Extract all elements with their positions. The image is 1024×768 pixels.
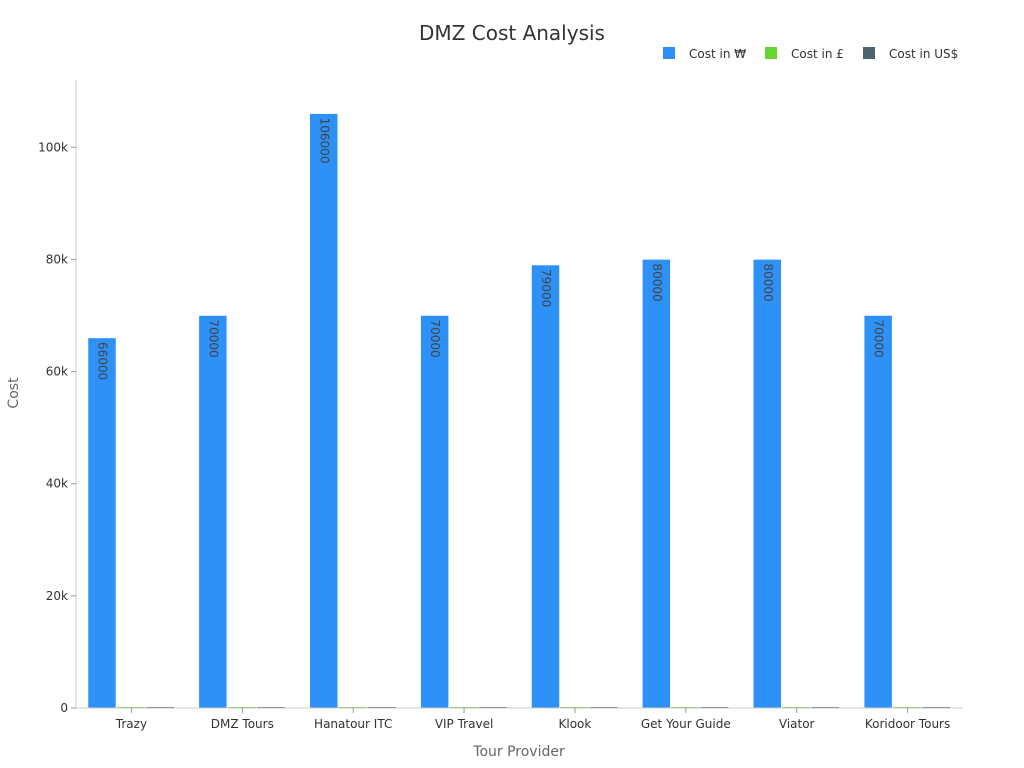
- legend-swatch: [765, 47, 777, 59]
- legend-swatch: [663, 47, 675, 59]
- x-axis-label: Tour Provider: [472, 744, 565, 760]
- bar-data-label: 106000: [317, 118, 331, 164]
- y-tick-label: 100k: [38, 140, 68, 154]
- bar-data-label: 80000: [650, 263, 664, 301]
- x-tick-label: Viator: [779, 717, 815, 731]
- x-tick-label: VIP Travel: [435, 717, 493, 731]
- x-tick-label: Trazy: [115, 717, 147, 731]
- x-tick-label: Hanatour ITC: [314, 717, 392, 731]
- bar[interactable]: [863, 315, 893, 709]
- y-axis-label: Cost: [6, 377, 22, 409]
- legend-label: Cost in £: [791, 47, 844, 61]
- bar[interactable]: [309, 113, 338, 709]
- bar[interactable]: [642, 259, 671, 709]
- bar[interactable]: [198, 315, 228, 709]
- bar-data-label: 70000: [428, 320, 442, 358]
- x-tick-label: Klook: [559, 717, 592, 731]
- x-tick-label: DMZ Tours: [211, 717, 274, 731]
- plot-area: 66000 70000 106000 70000 79000 80000 80000 7000…: [87, 113, 951, 709]
- x-tick-label: Get Your Guide: [641, 717, 731, 731]
- legend-label: Cost in US$: [889, 47, 958, 61]
- bar-data-label: 70000: [872, 320, 886, 358]
- y-tick-label: 20k: [46, 589, 68, 603]
- y-tick-label: 60k: [46, 365, 68, 379]
- bar-data-label: 70000: [206, 320, 220, 358]
- y-tick-label: 0: [60, 701, 68, 715]
- bar[interactable]: [753, 259, 782, 709]
- bar-data-label: 79000: [539, 269, 553, 307]
- bar[interactable]: [531, 264, 560, 709]
- x-tick-label: Koridoor Tours: [865, 717, 950, 731]
- bar[interactable]: [87, 337, 117, 709]
- legend-label: Cost in ₩: [689, 47, 746, 61]
- y-tick-label: 40k: [46, 477, 68, 491]
- legend-swatch: [863, 47, 875, 59]
- y-tick-label: 80k: [46, 252, 68, 266]
- bar-data-label: 66000: [96, 342, 110, 380]
- chart-title: DMZ Cost Analysis: [419, 21, 605, 45]
- bar[interactable]: [420, 315, 449, 709]
- axes: 0 20k 40k 60k 80k 100k Trazy DMZ Tours Hanatour …: [38, 80, 963, 731]
- legend: Cost in ₩ Cost in £ Cost in US$: [663, 47, 958, 61]
- bar-data-label: 80000: [761, 263, 775, 301]
